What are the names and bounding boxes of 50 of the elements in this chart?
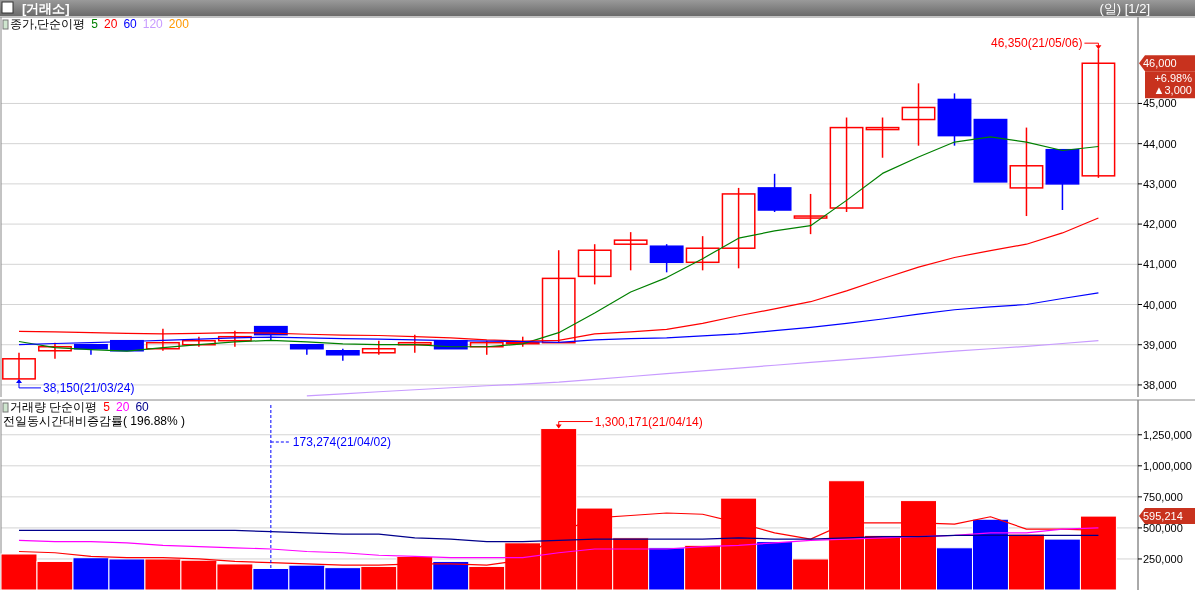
y-tick-label: 42,000	[1143, 218, 1177, 231]
candlestick	[1009, 126, 1044, 217]
text: 5	[91, 17, 99, 31]
chart-subtitle: (일) [1/2]	[1099, 1, 1150, 16]
line-series	[18, 529, 1100, 543]
y-tick-label: 1,000,000	[1143, 459, 1192, 472]
line-series	[18, 527, 1100, 559]
y-tick-label: 40,000	[1143, 298, 1177, 311]
y-tick-label: 250,000	[1143, 552, 1183, 565]
y-tick-label: 750,000	[1143, 490, 1183, 503]
y-tick-label: 43,000	[1143, 177, 1177, 190]
y-tick-label: 44,000	[1143, 137, 1177, 150]
candlestick	[829, 116, 864, 213]
text: 60	[135, 400, 150, 414]
candlestick	[685, 235, 720, 272]
candlestick	[613, 231, 648, 272]
y-tick-label: 45,000	[1143, 97, 1177, 110]
text: 120	[142, 17, 164, 31]
y-tick-label: 500,000	[1143, 521, 1183, 534]
text: +6.98% ▲3,000	[1153, 72, 1193, 97]
chart-title: [거래소]	[22, 1, 70, 16]
text: 20	[104, 17, 118, 31]
candlestick	[577, 243, 612, 286]
text: 60	[123, 17, 138, 31]
legend-label: 200	[168, 17, 190, 31]
legend-title: 종가,단순이평	[10, 17, 86, 31]
line-series	[306, 340, 1100, 397]
y-tick-label: 595,214	[1143, 510, 1183, 523]
line-series	[18, 136, 1100, 352]
candlestick	[38, 341, 72, 360]
candlestick	[1081, 48, 1116, 179]
y-tick-label: 46,000	[1143, 57, 1177, 70]
candlestick	[361, 339, 396, 356]
candlestick	[901, 82, 936, 147]
candlestick	[865, 116, 900, 159]
legend-title: 거래량 단순이평	[10, 400, 98, 414]
y-tick-label: 39,000	[1143, 338, 1177, 351]
candlestick	[793, 193, 828, 235]
annotation: 38,150(21/03/24)	[42, 380, 135, 395]
annotation: 173,274(21/04/02)	[292, 435, 391, 449]
annotation: 1,300,171(21/04/14)	[594, 414, 703, 429]
annotation: 전일동시간대비증감률( 196.88% )	[3, 414, 186, 428]
y-tick-label: 1,250,000	[1143, 428, 1192, 441]
text: 20	[116, 400, 130, 414]
y-tick-label: 38,000	[1143, 378, 1177, 391]
candlestick	[721, 187, 756, 270]
text: 5	[103, 400, 111, 414]
candlestick	[2, 352, 36, 380]
y-tick-label: 41,000	[1143, 258, 1177, 271]
annotation: 46,350(21/05/06)	[991, 36, 1083, 51]
